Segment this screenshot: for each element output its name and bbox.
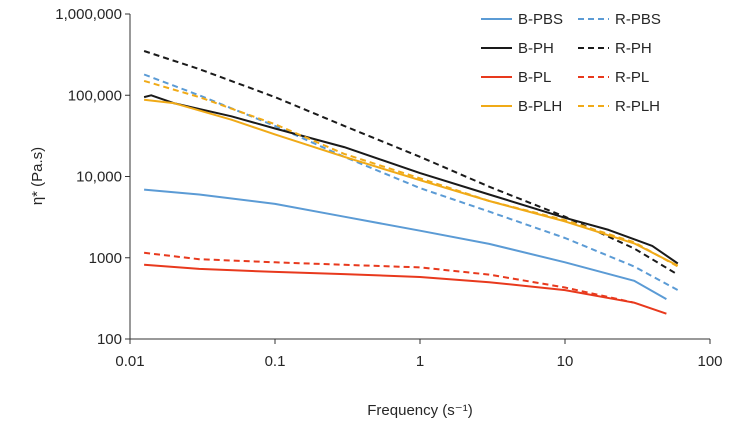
legend-label-b-pl: B-PL — [518, 69, 551, 86]
y-tick-label: 1,000,000 — [55, 6, 122, 23]
y-axis-title: η* (Pa.s) — [29, 147, 46, 205]
legend-label-r-pl: R-PL — [615, 69, 649, 86]
series-line-r-pl — [143, 251, 635, 304]
x-tick-label: 0.01 — [115, 353, 144, 370]
legend-label-r-ph: R-PH — [615, 40, 652, 57]
y-tick-label: 10,000 — [76, 169, 122, 186]
series-line-b-pl — [144, 263, 667, 315]
legend-label-r-pbs: R-PBS — [615, 11, 661, 28]
series-line-r-pbs — [143, 73, 679, 291]
series-line-b-plh — [143, 98, 679, 267]
x-tick-label: 1 — [416, 353, 424, 370]
plot-area — [143, 50, 679, 315]
x-tick-label: 0.1 — [265, 353, 286, 370]
axes: 100 1000 10,000 100,000 1,000,000 0.01 0.1 1 10… — [55, 6, 722, 370]
legend-label-b-ph: B-PH — [518, 40, 554, 57]
legend: B-PBS R-PBS B-PH R-PH B-PL R-PL B-PLH R-PLH — [481, 11, 661, 115]
series-line-r-ph — [143, 50, 679, 276]
legend-label-b-pbs: B-PBS — [518, 11, 563, 28]
series-line-r-plh — [143, 79, 679, 268]
y-tick-label: 100,000 — [68, 87, 122, 104]
series-line-b-ph — [143, 94, 679, 265]
y-tick-label: 100 — [97, 331, 122, 348]
y-tick-label: 1000 — [89, 250, 122, 267]
legend-label-b-plh: B-PLH — [518, 98, 562, 115]
legend-label-r-plh: R-PLH — [615, 98, 660, 115]
x-tick-label: 100 — [697, 353, 722, 370]
x-axis-title: Frequency (s⁻¹) — [367, 402, 472, 419]
series-line-b-pbs — [144, 188, 667, 300]
x-tick-label: 10 — [557, 353, 574, 370]
